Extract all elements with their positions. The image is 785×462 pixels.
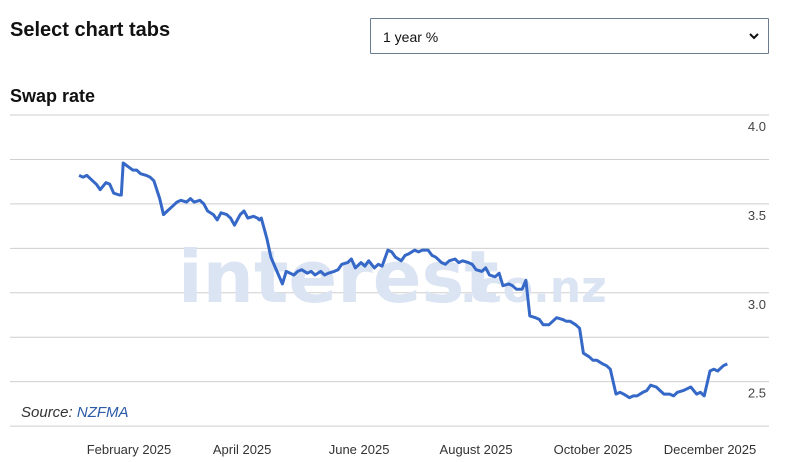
x-tick-label: February 2025	[87, 442, 172, 457]
watermark-logo: interest .co.nz	[178, 235, 607, 319]
chevron-down-icon	[749, 33, 759, 40]
y-tick-label: 3.0	[748, 297, 766, 312]
x-tick-label: April 2025	[213, 442, 272, 457]
grid-lines	[10, 114, 769, 427]
x-tick-label: October 2025	[554, 442, 633, 457]
chart-title: Swap rate	[10, 86, 96, 106]
page-heading: Select chart tabs	[10, 19, 171, 41]
series-line	[78, 161, 728, 400]
select-value: 1 year %	[383, 29, 439, 45]
x-tick-label: June 2025	[329, 442, 390, 457]
x-axis-ticks: February 2025 April 2025 June 2025 August 2…	[87, 442, 757, 457]
x-tick-label: December 2025	[664, 442, 757, 457]
source-label: Source:	[21, 404, 73, 421]
y-axis-ticks: 2.5 3.0 3.5 4.0	[748, 119, 766, 401]
chart-tabs-select[interactable]: 1 year %	[370, 18, 769, 54]
y-tick-label: 2.5	[748, 386, 766, 401]
y-tick-label: 4.0	[748, 119, 766, 134]
source-value: NZFMA	[76, 404, 129, 421]
y-tick-label: 3.5	[748, 208, 766, 223]
watermark-main: interest	[178, 235, 499, 319]
source-note: Source: NZFMA	[21, 404, 129, 421]
x-tick-label: August 2025	[440, 442, 513, 457]
